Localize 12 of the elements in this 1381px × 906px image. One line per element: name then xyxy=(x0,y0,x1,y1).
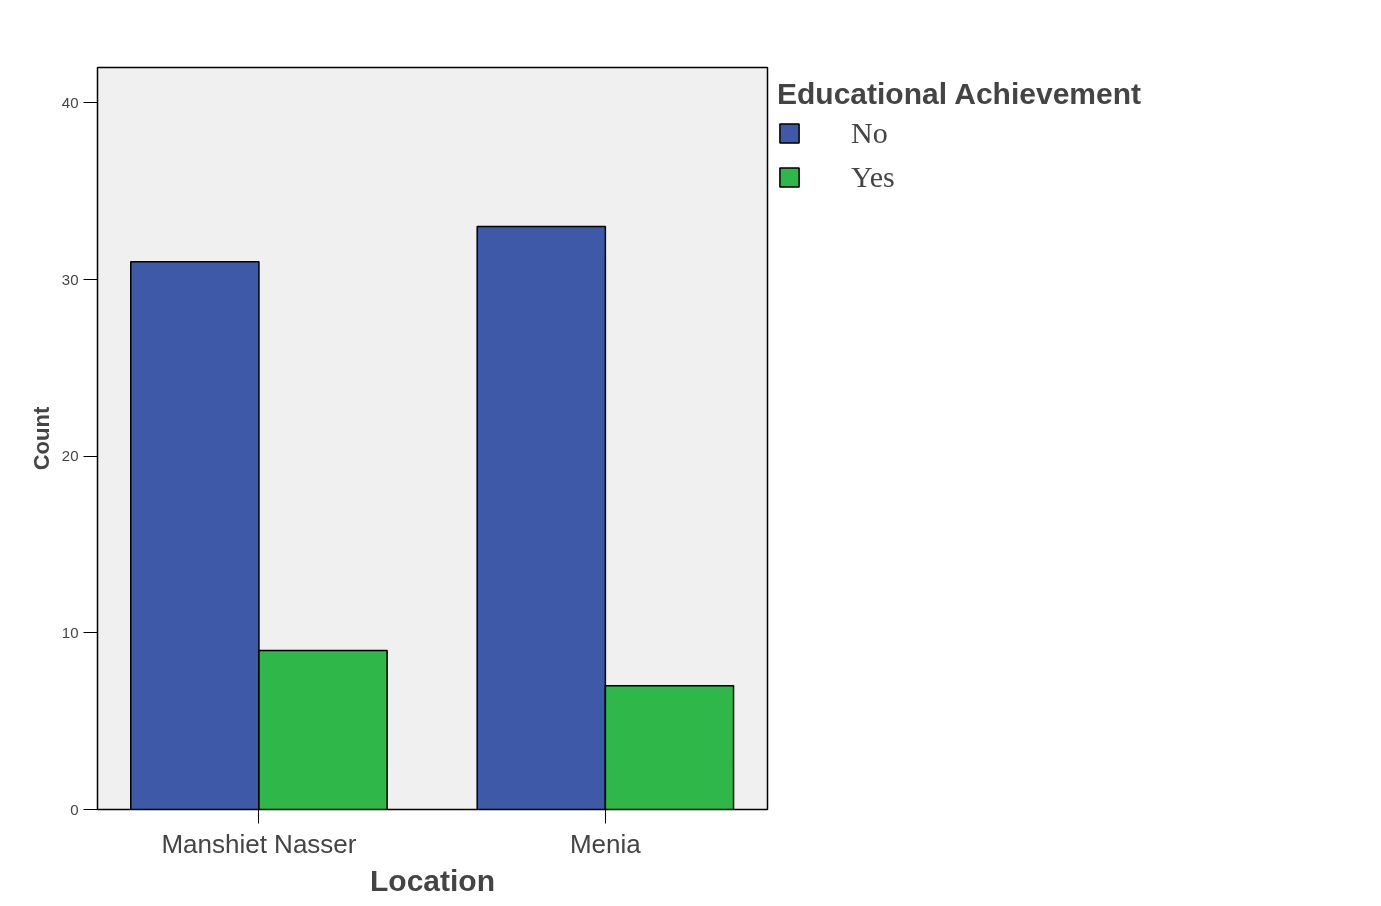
legend-title: Educational Achievement xyxy=(777,77,1141,111)
y-tick-label: 40 xyxy=(61,93,79,111)
y-tick-label: 30 xyxy=(61,270,79,288)
legend-label: No xyxy=(851,116,888,150)
x-tick-label: Manshiet Nasser xyxy=(161,828,357,859)
x-axis-title: Location xyxy=(370,863,495,897)
x-tick-label: Menia xyxy=(569,828,642,859)
y-tick-label: 0 xyxy=(70,800,79,818)
legend-label: Yes xyxy=(851,160,895,194)
y-tick-label: 10 xyxy=(61,623,79,641)
y-tick-label: 20 xyxy=(61,447,79,465)
y-axis-title: Count xyxy=(28,406,54,471)
